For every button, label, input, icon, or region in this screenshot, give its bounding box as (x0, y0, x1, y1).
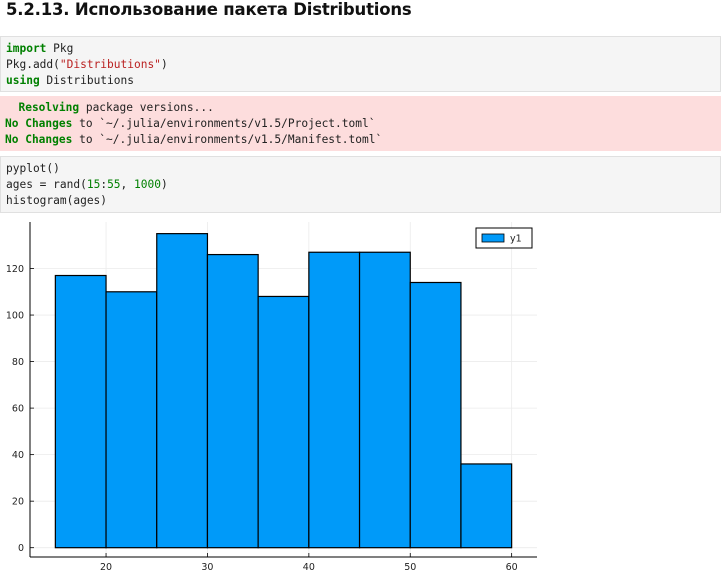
code-text: histogram(ages) (6, 194, 108, 207)
x-tick-label: 20 (100, 562, 112, 573)
histogram-bar (460, 463, 513, 549)
code-text: ) (160, 178, 168, 191)
x-tick-label: 30 (201, 562, 213, 573)
legend-swatch (481, 233, 505, 243)
status-no-changes: No Changes (5, 117, 73, 130)
histogram-bar (105, 291, 158, 549)
number-literal: 55 (107, 178, 121, 191)
page-title: 5.2.13. Использование пакета Distributio… (6, 0, 412, 19)
histogram-bar (308, 251, 361, 549)
y-tick-label: 20 (12, 497, 24, 508)
y-tick-label: 80 (12, 357, 24, 368)
output-text: to `~/.julia/environments/v1.5/Project.t… (72, 117, 376, 130)
x-tick-label: 50 (404, 562, 416, 573)
code-text: Distributions (39, 74, 134, 87)
code-text: ) (160, 58, 168, 71)
x-tick-label: 40 (303, 562, 315, 573)
y-tick-label: 0 (18, 543, 24, 554)
output-text: package versions... (79, 101, 214, 114)
x-tick-label: 60 (506, 562, 518, 573)
number-literal: 15 (86, 178, 101, 191)
keyword-import: import (6, 42, 47, 55)
status-no-changes: No Changes (5, 133, 73, 146)
y-tick-label: 120 (6, 264, 24, 275)
code-text: : (100, 178, 108, 191)
code-text: ages = rand( (6, 178, 87, 191)
legend-label: y1 (510, 234, 522, 245)
code-text: , (120, 178, 135, 191)
code-cell-install[interactable]: import Pkg Pkg.add("Distributions") usin… (0, 36, 721, 92)
code-text: Pkg (46, 42, 74, 55)
histogram-bar (409, 281, 462, 549)
output-text: to `~/.julia/environments/v1.5/Manifest.… (72, 133, 383, 146)
status-resolving: Resolving (5, 101, 80, 114)
y-tick-label: 40 (12, 450, 24, 461)
number-literal: 1000 (134, 178, 161, 191)
y-tick-label: 60 (12, 404, 24, 415)
output-cell-stderr: Resolving package versions... No Changes… (0, 96, 721, 151)
histogram-bar (257, 295, 310, 549)
y-tick-label: 100 (6, 311, 24, 322)
code-cell-histogram[interactable]: pyplot() ages = rand(15:55, 1000) histog… (0, 156, 721, 213)
code-text: Pkg.add( (6, 58, 60, 71)
keyword-using: using (6, 74, 40, 87)
histogram-bar (156, 233, 209, 549)
string-literal: "Distributions" (59, 58, 161, 71)
histogram-bar (206, 253, 259, 549)
code-text: pyplot() (6, 162, 60, 175)
histogram-bar (358, 251, 411, 549)
histogram-bar (54, 274, 107, 549)
